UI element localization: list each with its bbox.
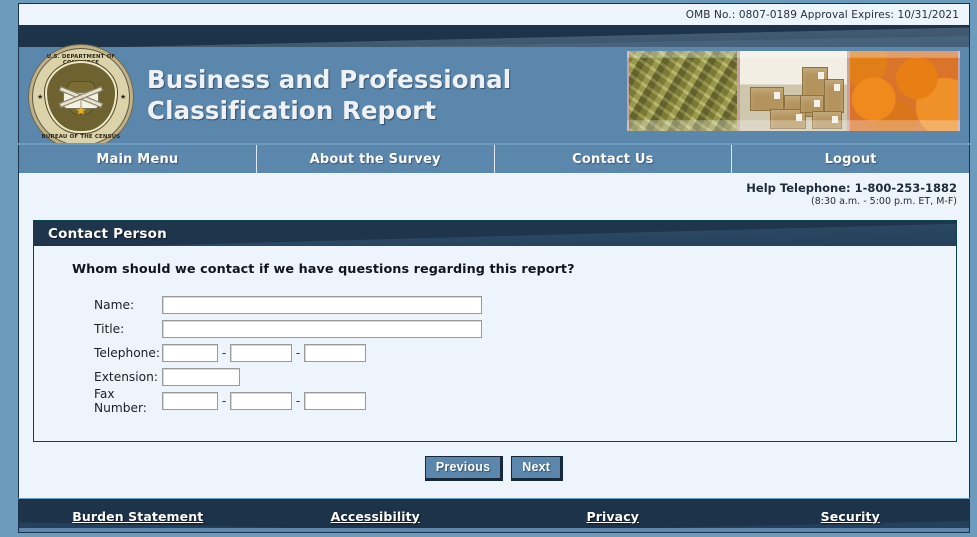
form-row-telephone: Telephone: - - (72, 341, 956, 365)
nav-item-about-the-survey[interactable]: About the Survey (257, 145, 495, 173)
fax-prefix-input[interactable] (230, 392, 292, 410)
telephone-prefix-input[interactable] (230, 344, 292, 362)
help-telephone-hours: (8:30 a.m. - 5:00 p.m. ET, M-F) (811, 196, 957, 207)
masthead-wedge-shape (380, 36, 969, 47)
masthead-wedge-gloss (19, 25, 969, 47)
page-title: Business and Professional Classification… (147, 65, 511, 127)
telephone-separator-1: - (221, 346, 227, 360)
footer-bottom-rule (19, 528, 969, 532)
panel-body: Whom should we contact if we have questi… (34, 246, 956, 415)
nav-item-main-menu[interactable]: Main Menu (19, 145, 257, 173)
fax-separator-1: - (221, 394, 227, 408)
footer-link-security[interactable]: Security (820, 508, 880, 524)
name-label: Name: (94, 298, 135, 312)
omb-notice-text: OMB No.: 0807-0189 Approval Expires: 10/… (685, 8, 959, 21)
form-row-name: Name: (72, 293, 956, 317)
cardboard-boxes-photo (739, 51, 848, 131)
seal-shield-field (45, 61, 117, 133)
telephone-area-code-input[interactable] (162, 344, 218, 362)
telephone-line-number-input[interactable] (304, 344, 366, 362)
main-content: Help Telephone: 1-800-253-1882 (8:30 a.m… (18, 173, 970, 498)
census-seal-logo: U.S. DEPARTMENT OF COMMERCE BUREAU OF TH… (29, 45, 133, 143)
panel-header-title: Contact Person (34, 221, 956, 246)
telephone-label: Telephone: (94, 346, 160, 360)
footer-link-burden-statement[interactable]: Burden Statement (72, 508, 204, 524)
form-row-fax: Fax Number: - - (72, 387, 956, 415)
masthead-photo-banner (627, 51, 960, 131)
help-telephone-block: Help Telephone: 1-800-253-1882 (8:30 a.m… (746, 181, 957, 207)
oranges-photo (850, 51, 959, 131)
main-navigation: Main Menu About the Survey Contact Us Lo… (18, 145, 970, 173)
masthead: U.S. DEPARTMENT OF COMMERCE BUREAU OF TH… (18, 25, 970, 143)
fax-number-label: Fax Number: (94, 387, 147, 415)
industrial-screws-photo (629, 51, 737, 131)
form-row-title: Title: (72, 317, 956, 341)
seal-bottom-text: BUREAU OF THE CENSUS (41, 134, 121, 140)
form-row-extension: Extension: (72, 365, 956, 389)
crossed-swords-icon (58, 86, 104, 108)
nav-item-logout[interactable]: Logout (824, 151, 877, 167)
contact-question-text: Whom should we contact if we have questi… (72, 262, 575, 277)
seal-left-star: ★ (37, 93, 44, 101)
extension-label: Extension: (94, 370, 158, 384)
page-title-line2: Classification Report (147, 95, 437, 125)
previous-button[interactable]: Previous (424, 456, 504, 481)
fax-line-number-input[interactable] (304, 392, 366, 410)
title-label: Title: (94, 322, 125, 336)
seal-right-star: ★ (120, 93, 127, 101)
fax-area-code-input[interactable] (162, 392, 218, 410)
page-title-line1: Business and Professional (147, 65, 512, 94)
seal-shield (63, 81, 99, 115)
telephone-separator-2: - (295, 346, 301, 360)
footer-link-privacy[interactable]: Privacy (586, 508, 639, 524)
page-footer: Burden Statement Accessibility Privacy S… (18, 499, 970, 533)
nav-item-contact-us[interactable]: Contact Us (495, 145, 733, 173)
omb-notice-bar: OMB No.: 0807-0189 Approval Expires: 10/… (18, 3, 970, 25)
extension-input[interactable] (162, 368, 240, 386)
title-input[interactable] (162, 320, 482, 338)
next-button[interactable]: Next (511, 456, 564, 481)
footer-links: Burden Statement Accessibility Privacy S… (19, 500, 969, 532)
form-actions: Previous Next (19, 456, 969, 481)
contact-person-panel: Contact Person Whom should we contact if… (33, 220, 957, 442)
name-input[interactable] (162, 296, 482, 314)
footer-link-accessibility[interactable]: Accessibility (330, 508, 420, 524)
help-telephone-number: Help Telephone: 1-800-253-1882 (746, 181, 957, 195)
fax-separator-2: - (295, 394, 301, 408)
